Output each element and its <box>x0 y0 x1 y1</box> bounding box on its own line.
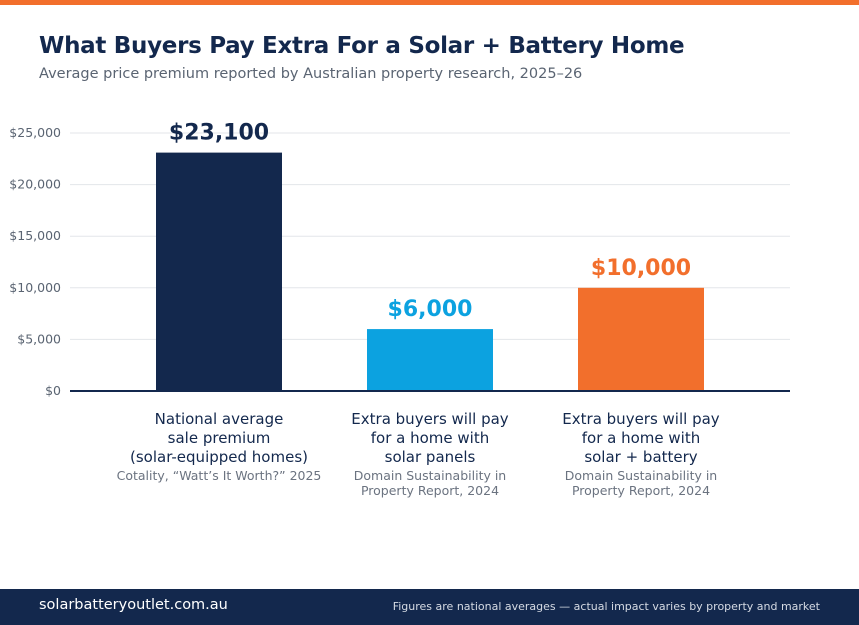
y-tick-label: $15,000 <box>9 228 61 243</box>
category-label-line: solar panels <box>385 448 476 466</box>
bars <box>156 152 704 391</box>
category-label-line: National average <box>155 410 284 428</box>
footer-site-link[interactable]: solarbatteryoutlet.com.au <box>39 597 228 613</box>
y-tick-label: $25,000 <box>9 125 61 140</box>
category-label-line: Extra buyers will pay <box>351 410 508 428</box>
bar-3 <box>578 287 704 391</box>
source-label-line: Property Report, 2024 <box>361 483 499 498</box>
top-accent-bar <box>0 0 859 5</box>
y-tick-label: $5,000 <box>17 331 61 346</box>
bar-value-labels: $23,100 $6,000 $10,000 <box>169 121 691 322</box>
bar-2 <box>367 329 493 391</box>
category-label-line: solar + battery <box>584 448 697 466</box>
footer-bar: solarbatteryoutlet.com.au Figures are na… <box>0 589 859 625</box>
footer-note: Figures are national averages — actual i… <box>392 600 820 613</box>
bar-value-label: $23,100 <box>169 121 269 146</box>
category-label-line: Extra buyers will pay <box>562 410 719 428</box>
source-label-line: Domain Sustainability in <box>565 468 717 483</box>
y-tick-label: $0 <box>45 383 61 398</box>
bar-value-label: $10,000 <box>591 256 691 281</box>
source-label-line: Property Report, 2024 <box>572 483 710 498</box>
source-label-line: Domain Sustainability in <box>354 468 506 483</box>
bar-value-label: $6,000 <box>388 297 473 322</box>
y-axis-ticks: $0 $5,000 $10,000 $15,000 $20,000 $25,000 <box>9 125 61 398</box>
y-tick-label: $10,000 <box>9 280 61 295</box>
category-label-line: for a home with <box>371 429 489 447</box>
chart-title: What Buyers Pay Extra For a Solar + Batt… <box>39 33 685 59</box>
chart-subtitle: Average price premium reported by Austra… <box>39 66 583 82</box>
category-label-line: sale premium <box>168 429 271 447</box>
category-label-line: for a home with <box>582 429 700 447</box>
category-label-line: (solar-equipped homes) <box>130 448 308 466</box>
bar-1 <box>156 152 282 391</box>
y-tick-label: $20,000 <box>9 177 61 192</box>
bar-chart: $0 $5,000 $10,000 $15,000 $20,000 $25,000 $23… <box>9 121 790 498</box>
source-label-line: Cotality, “Watt’s It Worth?” 2025 <box>117 468 322 483</box>
